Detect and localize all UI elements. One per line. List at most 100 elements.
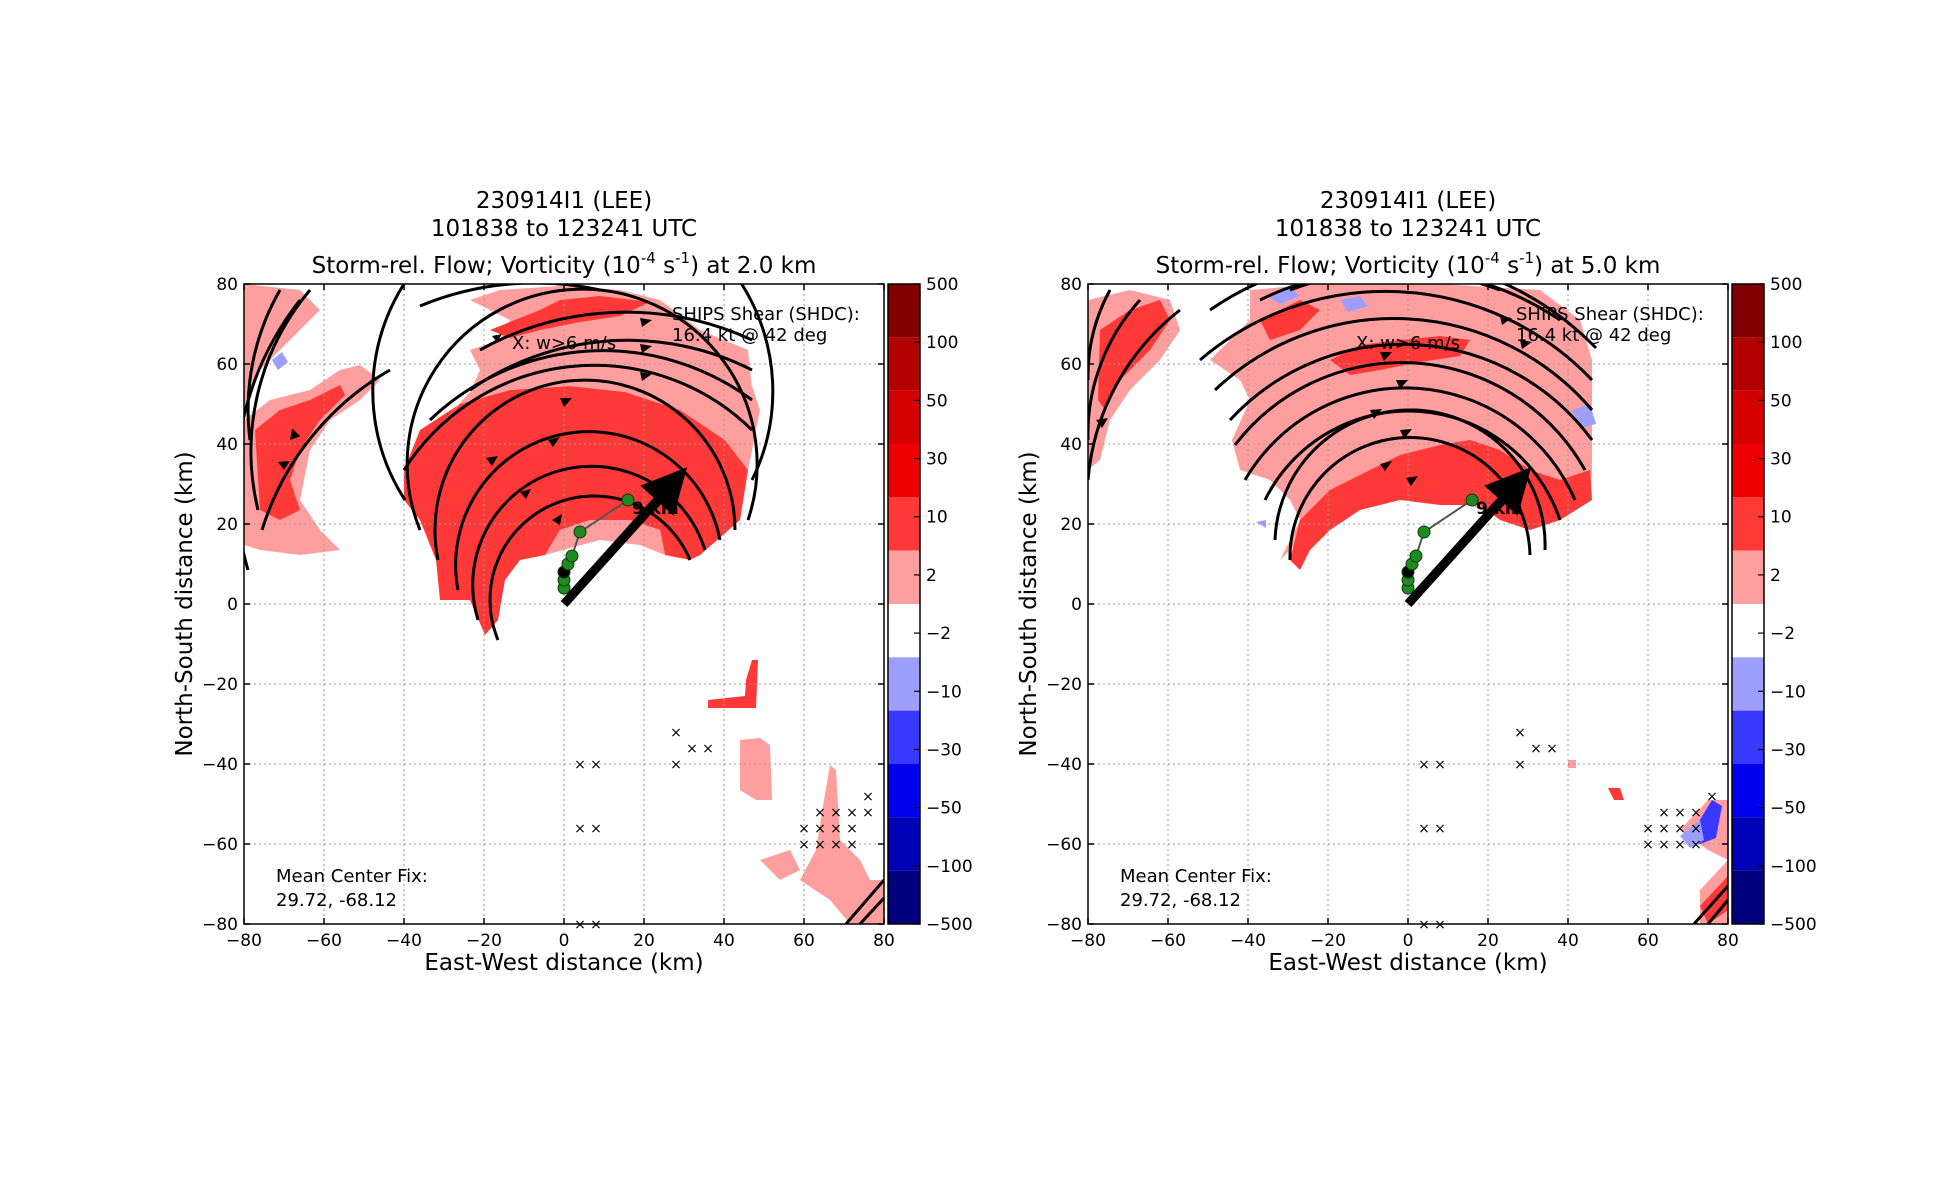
updraft-marker: × [670,757,682,773]
x-tick-label: −80 [226,931,262,951]
x-tick-label: 40 [713,931,735,951]
x-tick-label: −60 [306,931,342,951]
panel-2-center-fix-label-2: 29.72, -68.12 [1120,890,1241,911]
colorbar-label: 30 [926,450,948,470]
colorbar-segment [1732,604,1764,658]
colorbar-frame [1731,283,1765,925]
updraft-marker: × [846,805,858,821]
panel-1-vorticity-south-1 [708,660,758,708]
panel-2-colorbar: 500 100 50 30 10 2 −2 −10 −30 −50 −100 −500 [1731,275,1817,935]
panel-2-title-line2: 101838 to 123241 UTC [1275,216,1541,242]
colorbar-label: 100 [1770,333,1802,353]
panel-1: 230914I1 (LEE) 101838 to 123241 UTC Stor… [172,188,973,976]
panel-1-vorticity-south-3 [800,765,884,924]
colorbar-segment [888,657,920,711]
panel-2-y-axis-label: North-South distance (km) [1016,451,1042,756]
panel-1-stream-arrows [278,318,652,525]
panel-2-vorticity-blue-2 [1340,296,1368,312]
panel-2-shear-label-1: SHIPS Shear (SHDC): [1516,304,1704,325]
x-tick-label: 20 [1477,931,1499,951]
updraft-marker: × [1642,821,1654,837]
updraft-marker: × [862,805,874,821]
updraft-marker: × [1434,757,1446,773]
colorbar-label: 2 [926,566,937,586]
updraft-marker: × [1658,821,1670,837]
panel-1-plot-area [244,284,884,924]
updraft-marker: × [814,805,826,821]
updraft-marker: × [686,741,698,757]
panel-1-y-ticks: −80 −60 −40 −20 0 20 40 60 80 [202,275,884,935]
panel-1-y-axis-label: North-South distance (km) [172,451,198,756]
updraft-marker: × [1690,837,1702,853]
colorbar-label: −2 [1770,624,1795,644]
updraft-marker: × [590,757,602,773]
center-fix-point [565,549,579,563]
colorbar-segment [1732,497,1764,551]
y-tick-label: 0 [1071,595,1082,615]
updraft-marker: × [1418,757,1430,773]
updraft-marker: × [1690,821,1702,837]
colorbar-label: 50 [1770,391,1792,411]
center-fix-point [1417,525,1431,539]
y-tick-label: 60 [1060,355,1082,375]
colorbar-label: 500 [926,275,958,295]
updraft-marker: × [574,757,586,773]
y-tick-label: 80 [216,275,238,295]
x-tick-label: 0 [559,931,570,951]
panel-1-x-axis-label: East-West distance (km) [424,950,703,976]
updraft-marker: × [1658,837,1670,853]
center-fix-point [621,493,635,507]
panel-1-title-line2: 101838 to 123241 UTC [431,216,697,242]
colorbar-segment [1732,284,1764,338]
y-tick-label: −80 [1046,915,1082,935]
updraft-marker: × [1434,821,1446,837]
panel-2-x-axis-label: East-West distance (km) [1268,950,1547,976]
panel-1-vorticity-core [404,386,748,635]
panel-2-updraft-markers: × ×××× ×× × × × × ×× × ××× × × ×× × [1418,725,1718,933]
colorbar-segment [888,817,920,871]
panel-2-vorticity-core-north2 [1260,300,1320,340]
panel-1-title-sup1: -4 [641,249,656,267]
x-tick-label: 80 [1717,931,1739,951]
panel-1-colorbar: 500 100 50 30 10 2 −2 −10 −30 −50 −100 −500 [887,275,973,935]
updraft-marker: × [798,837,810,853]
colorbar-segment [1732,444,1764,498]
panel-1-center-fix-label-2: 29.72, -68.12 [276,890,397,911]
y-tick-label: −60 [1046,835,1082,855]
colorbar-segment [888,710,920,764]
panel-2-title-sup1: -4 [1485,249,1500,267]
panel-1-updraft-label: X: w>6 m/s [512,333,616,354]
colorbar-label: −100 [926,857,973,877]
updraft-marker: × [702,741,714,757]
updraft-marker: × [830,837,842,853]
panel-1-shear-arrow [560,467,688,608]
colorbar-label: 2 [1770,566,1781,586]
y-tick-label: −80 [202,915,238,935]
colorbar-label: −10 [1770,682,1806,702]
colorbar-segment [1732,550,1764,604]
panel-2-vorticity-blue-1 [1265,288,1300,304]
panel-2: 230914I1 (LEE) 101838 to 123241 UTC Stor… [1016,188,1817,976]
panel-2-center-track [1401,493,1479,595]
colorbar-segment [888,337,920,391]
y-tick-label: 60 [216,355,238,375]
panel-1-streamlines [244,284,884,924]
panel-2-shear-arrow [1404,467,1532,608]
y-tick-label: 40 [1060,435,1082,455]
colorbar-segment [1732,817,1764,871]
colorbar-label: −30 [1770,740,1806,760]
center-fix-point [1465,493,1479,507]
y-tick-label: 20 [216,515,238,535]
colorbar-segment [1732,337,1764,391]
panel-2-vorticity-blue-4 [1256,520,1266,528]
updraft-marker: × [846,821,858,837]
panel-2-title-mid: s [1500,253,1519,279]
colorbar-segment [888,390,920,444]
panel-1-shear-label-1: SHIPS Shear (SHDC): [672,304,860,325]
colorbar-segment [888,550,920,604]
updraft-marker: × [1418,917,1430,933]
panel-2-title-pre: Storm-rel. Flow; Vorticity (10 [1156,253,1485,279]
y-tick-label: 80 [1060,275,1082,295]
colorbar-segment [1732,710,1764,764]
